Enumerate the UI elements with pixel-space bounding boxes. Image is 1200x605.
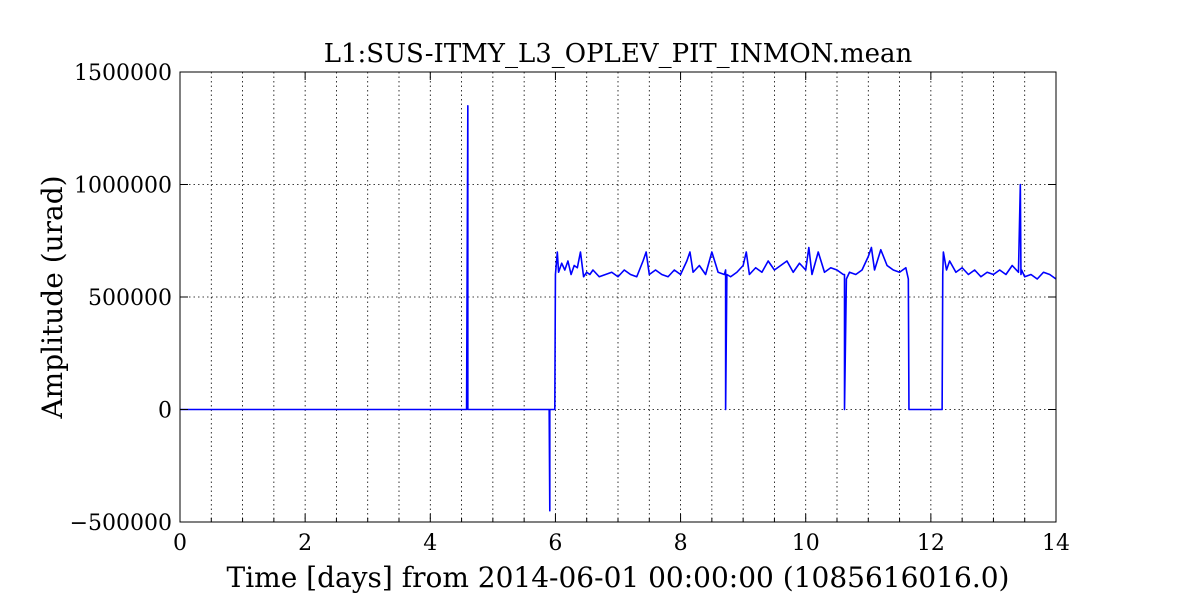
x-tick-label: 4 [423,531,437,556]
chart-title: L1:SUS-ITMY_L3_OPLEV_PIT_INMON.mean [324,39,913,69]
grid [180,72,1056,522]
y-tick-label: 1000000 [74,174,172,199]
y-tick-label: −500000 [70,511,172,536]
x-tick-label: 2 [298,531,312,556]
y-tick-label: 1500000 [74,61,172,86]
x-tick-label: 14 [1042,531,1070,556]
y-tick-label: 0 [158,399,172,424]
data-series [180,104,1057,512]
x-tick-label: 10 [792,531,820,556]
x-tick-label: 8 [674,531,688,556]
x-axis-label: Time [days] from 2014-06-01 00:00:00 (10… [227,561,1010,594]
x-tick-label: 0 [173,531,187,556]
y-axis-label: Amplitude (urad) [36,175,69,419]
x-tick-label: 12 [917,531,945,556]
series-line [180,104,1057,512]
y-tick-label: 500000 [88,286,172,311]
x-tick-label: 6 [548,531,562,556]
